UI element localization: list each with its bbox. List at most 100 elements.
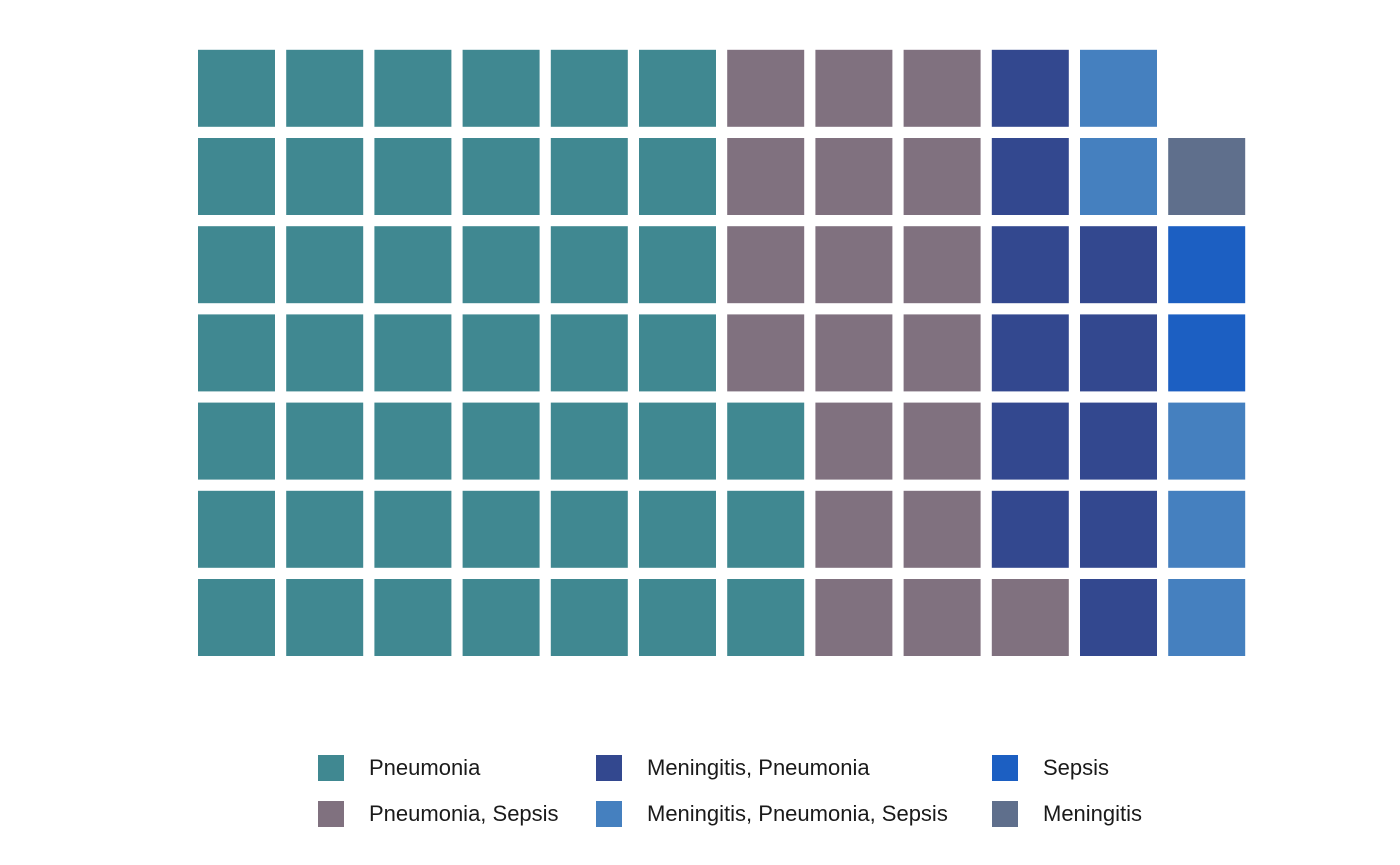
waffle-square-pneumonia bbox=[639, 579, 716, 656]
waffle-square-pneumonia bbox=[550, 138, 628, 215]
waffle-square-meningitis-pneumonia-sepsis bbox=[1080, 138, 1157, 215]
waffle-square-pneumonia-sepsis bbox=[815, 314, 893, 392]
waffle-square-pneumonia-sepsis bbox=[903, 490, 981, 568]
waffle-square-meningitis-pneumonia bbox=[1080, 402, 1157, 480]
waffle-square-meningitis-pneumonia bbox=[991, 49, 1069, 127]
waffle-chart bbox=[198, 49, 1246, 656]
legend-label-sepsis: Sepsis bbox=[1043, 755, 1110, 780]
legend-item-pneumonia-sepsis: Pneumonia, Sepsis bbox=[318, 800, 559, 828]
waffle-square-pneumonia-sepsis bbox=[903, 49, 981, 127]
waffle-square-pneumonia bbox=[374, 49, 452, 127]
waffle-square-meningitis-pneumonia-sepsis bbox=[1168, 579, 1246, 656]
waffle-square-pneumonia-sepsis bbox=[991, 579, 1069, 656]
waffle-square-pneumonia bbox=[198, 226, 275, 304]
waffle-square-pneumonia bbox=[374, 138, 452, 215]
waffle-square-pneumonia-sepsis bbox=[815, 402, 893, 480]
waffle-square-pneumonia bbox=[462, 138, 540, 215]
waffle-square-pneumonia bbox=[727, 579, 805, 656]
waffle-square-meningitis-pneumonia-sepsis bbox=[1080, 49, 1157, 127]
legend-item-pneumonia: Pneumonia bbox=[318, 754, 480, 782]
waffle-square-pneumonia-sepsis bbox=[815, 49, 893, 127]
waffle-square-pneumonia bbox=[286, 490, 364, 568]
waffle-square-pneumonia bbox=[198, 490, 275, 568]
waffle-square-meningitis-pneumonia-sepsis bbox=[1168, 402, 1246, 480]
waffle-square-meningitis-pneumonia bbox=[1080, 226, 1157, 304]
waffle-square-pneumonia bbox=[374, 579, 452, 656]
waffle-square-pneumonia-sepsis bbox=[903, 579, 981, 656]
waffle-square-pneumonia bbox=[639, 314, 716, 392]
waffle-square-pneumonia-sepsis bbox=[903, 314, 981, 392]
waffle-square-pneumonia bbox=[462, 49, 540, 127]
legend-item-meningitis-pneumonia-sepsis: Meningitis, Pneumonia, Sepsis bbox=[596, 800, 948, 828]
legend-item-meningitis-pneumonia: Meningitis, Pneumonia bbox=[596, 754, 870, 782]
waffle-square-pneumonia bbox=[286, 138, 364, 215]
waffle-square-pneumonia bbox=[286, 314, 364, 392]
legend-item-meningitis: Meningitis bbox=[992, 800, 1142, 828]
legend-swatch-pneumonia-sepsis bbox=[318, 801, 344, 827]
waffle-square-pneumonia bbox=[639, 402, 716, 480]
waffle-square-pneumonia bbox=[639, 49, 716, 127]
legend-label-meningitis: Meningitis bbox=[1043, 801, 1143, 826]
legend-label-meningitis-pneumonia-sepsis: Meningitis, Pneumonia, Sepsis bbox=[647, 801, 948, 826]
waffle-square-pneumonia bbox=[374, 226, 452, 304]
waffle-square-pneumonia bbox=[286, 226, 364, 304]
waffle-square-meningitis-pneumonia bbox=[991, 402, 1069, 480]
waffle-square-pneumonia bbox=[550, 226, 628, 304]
waffle-square-pneumonia bbox=[639, 226, 716, 304]
waffle-square-pneumonia-sepsis bbox=[815, 226, 893, 304]
waffle-square-pneumonia bbox=[198, 314, 275, 392]
legend-item-sepsis: Sepsis bbox=[992, 754, 1109, 782]
waffle-square-pneumonia bbox=[374, 314, 452, 392]
legend-swatch-meningitis-pneumonia-sepsis bbox=[596, 801, 622, 827]
waffle-square-pneumonia-sepsis bbox=[903, 138, 981, 215]
waffle-square-pneumonia bbox=[727, 402, 805, 480]
waffle-square-pneumonia bbox=[198, 402, 275, 480]
waffle-square-pneumonia bbox=[462, 490, 540, 568]
legend-label-pneumonia-sepsis: Pneumonia, Sepsis bbox=[369, 801, 559, 826]
waffle-square-sepsis bbox=[1168, 226, 1246, 304]
waffle-square-pneumonia bbox=[374, 402, 452, 480]
waffle-square-pneumonia bbox=[198, 138, 275, 215]
legend-swatch-sepsis bbox=[992, 755, 1018, 781]
waffle-square-pneumonia bbox=[286, 49, 364, 127]
legend-swatch-meningitis bbox=[992, 801, 1018, 827]
waffle-square-meningitis-pneumonia bbox=[991, 226, 1069, 304]
legend-label-pneumonia: Pneumonia bbox=[369, 755, 481, 780]
waffle-square-pneumonia bbox=[550, 402, 628, 480]
waffle-square-pneumonia bbox=[462, 226, 540, 304]
waffle-square-pneumonia-sepsis bbox=[727, 138, 805, 215]
waffle-square-pneumonia bbox=[462, 402, 540, 480]
waffle-square-meningitis-pneumonia bbox=[991, 138, 1069, 215]
legend-swatch-meningitis-pneumonia bbox=[596, 755, 622, 781]
waffle-square-pneumonia bbox=[550, 490, 628, 568]
waffle-square-pneumonia-sepsis bbox=[815, 490, 893, 568]
waffle-square-sepsis bbox=[1168, 314, 1246, 392]
waffle-square-pneumonia bbox=[198, 49, 275, 127]
waffle-square-pneumonia bbox=[286, 579, 364, 656]
waffle-square-meningitis bbox=[1168, 138, 1246, 215]
waffle-square-meningitis-pneumonia bbox=[991, 490, 1069, 568]
waffle-square-pneumonia bbox=[639, 138, 716, 215]
waffle-square-pneumonia bbox=[286, 402, 364, 480]
waffle-square-meningitis-pneumonia bbox=[1080, 314, 1157, 392]
waffle-square-pneumonia bbox=[462, 314, 540, 392]
waffle-square-pneumonia-sepsis bbox=[903, 226, 981, 304]
waffle-square-pneumonia-sepsis bbox=[727, 314, 805, 392]
waffle-square-meningitis-pneumonia bbox=[1080, 490, 1157, 568]
waffle-square-pneumonia bbox=[639, 490, 716, 568]
waffle-square-pneumonia bbox=[462, 579, 540, 656]
waffle-square-pneumonia bbox=[550, 579, 628, 656]
waffle-square-pneumonia bbox=[550, 49, 628, 127]
legend-swatch-pneumonia bbox=[318, 755, 344, 781]
waffle-square-pneumonia bbox=[727, 490, 805, 568]
waffle-square-pneumonia bbox=[198, 579, 275, 656]
waffle-square-pneumonia-sepsis bbox=[815, 579, 893, 656]
waffle-square-pneumonia-sepsis bbox=[903, 402, 981, 480]
waffle-square-pneumonia-sepsis bbox=[815, 138, 893, 215]
waffle-square-meningitis-pneumonia-sepsis bbox=[1168, 490, 1246, 568]
waffle-square-meningitis-pneumonia bbox=[1080, 579, 1157, 656]
legend-label-meningitis-pneumonia: Meningitis, Pneumonia bbox=[647, 755, 870, 780]
waffle-square-meningitis-pneumonia bbox=[991, 314, 1069, 392]
waffle-square-pneumonia-sepsis bbox=[727, 49, 805, 127]
waffle-square-pneumonia bbox=[550, 314, 628, 392]
